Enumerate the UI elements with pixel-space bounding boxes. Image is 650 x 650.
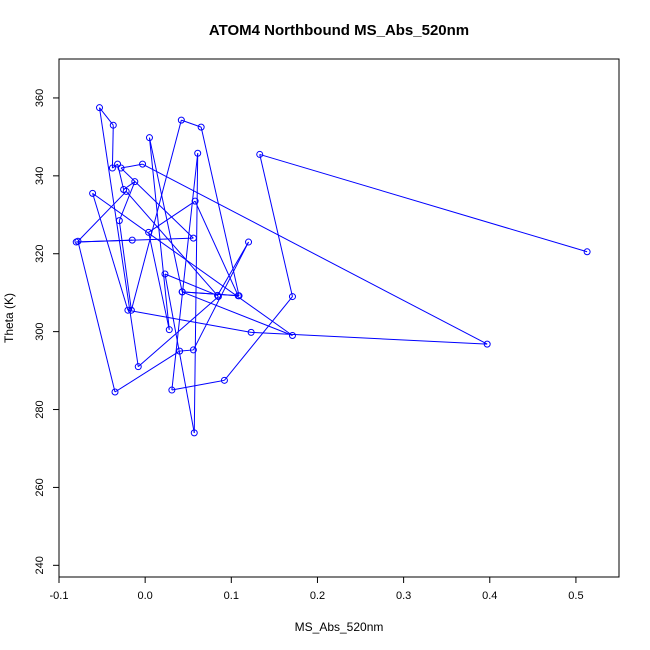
y-axis: 240 260 280 300 320 340 360 [34, 89, 59, 574]
y-axis-label: Theta (K) [2, 293, 16, 343]
data-point [190, 429, 198, 437]
series-segment [148, 137, 183, 293]
plot-frame [58, 58, 620, 578]
y-tick-label: 340 [34, 167, 46, 185]
data-point [191, 197, 199, 205]
y-tick-label: 240 [34, 556, 46, 574]
series-segment [182, 291, 239, 297]
data-point [189, 234, 197, 242]
series-segment [182, 291, 293, 336]
x-tick-label: 0.2 [310, 590, 325, 602]
series-segment [224, 296, 293, 381]
data-point [89, 189, 97, 197]
x-tick-label: 0.5 [568, 590, 583, 602]
data-point [288, 293, 296, 301]
data-point [483, 340, 491, 348]
x-tick-label: 0.4 [482, 590, 497, 602]
data-point [109, 121, 117, 129]
data-point [214, 293, 222, 301]
data-point [247, 328, 255, 336]
series-segment [181, 119, 202, 128]
data-point [189, 346, 197, 354]
data-point [165, 326, 173, 334]
data-point [117, 164, 125, 172]
series-segment [164, 273, 218, 296]
series-segment [99, 107, 114, 126]
series-segment [251, 331, 488, 345]
series-segment [200, 127, 240, 296]
series-segment [120, 167, 194, 239]
series-segment [77, 191, 127, 242]
data-point [168, 386, 176, 394]
data-point [161, 270, 169, 278]
series-segment [259, 154, 293, 297]
data-point [72, 238, 80, 246]
data-point [127, 306, 135, 314]
data-point [114, 160, 122, 168]
series-segment [117, 164, 125, 190]
data-point [95, 104, 103, 112]
data-point [178, 288, 186, 296]
data-point [583, 248, 591, 256]
data-point [145, 134, 153, 142]
data-point [111, 388, 119, 396]
y-tick-label: 280 [34, 400, 46, 418]
series-segment [120, 163, 143, 169]
series-segment [171, 153, 199, 391]
data-point [139, 160, 147, 168]
series-segment [111, 125, 114, 169]
data-point [197, 123, 205, 131]
x-tick-label: 0.3 [396, 590, 411, 602]
data-point [194, 149, 202, 157]
data-point [214, 291, 222, 299]
series-segment [171, 379, 225, 391]
series-segment [137, 296, 219, 368]
data-point [220, 376, 228, 384]
data-point [145, 228, 153, 236]
data-point [124, 306, 132, 314]
data-point [177, 116, 185, 124]
series-segment [179, 349, 194, 352]
x-axis: -0.1 0.0 0.1 0.2 0.3 0.4 0.5 [50, 577, 584, 602]
series-segment [142, 163, 488, 345]
data-point [131, 178, 139, 186]
y-tick-label: 300 [34, 322, 46, 340]
data-point [245, 238, 253, 246]
data-point [256, 150, 264, 158]
series-segment [98, 107, 139, 367]
data-point [134, 363, 142, 371]
series-segment [77, 241, 116, 393]
data-point [176, 347, 184, 355]
data-point [128, 236, 136, 244]
x-tick-label: -0.1 [50, 590, 69, 602]
series-segment [114, 350, 180, 393]
x-tick-label: 0.1 [224, 590, 239, 602]
series-segment [118, 220, 132, 311]
data-point [108, 164, 116, 172]
data-point [120, 185, 128, 193]
data-point [234, 292, 242, 300]
series-segment [194, 200, 239, 297]
y-tick-label: 260 [34, 478, 46, 496]
series-segment [76, 239, 133, 243]
series-segment [148, 137, 170, 330]
series-segment [130, 120, 182, 311]
data-point [115, 217, 123, 225]
x-tick-label: 0.0 [138, 590, 153, 602]
series-segment [259, 153, 588, 253]
y-tick-label: 360 [34, 89, 46, 107]
series-segment [92, 192, 293, 336]
series-segment [148, 232, 170, 330]
chart-title: ATOM4 Northbound MS_Abs_520nm [209, 22, 469, 39]
series-segment [164, 273, 195, 433]
y-tick-label: 320 [34, 245, 46, 263]
x-axis-label: MS_Abs_520nm [295, 620, 384, 634]
data-point [288, 332, 296, 340]
series-segment [127, 309, 252, 333]
series-segment [92, 193, 129, 311]
series-layer [72, 104, 591, 437]
